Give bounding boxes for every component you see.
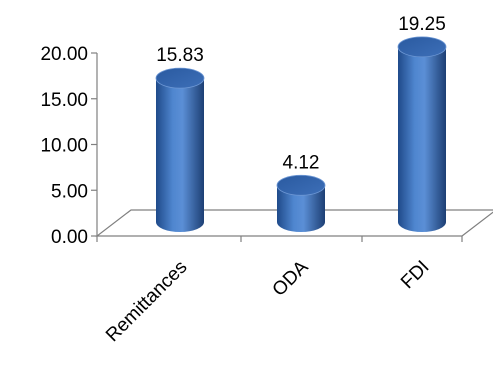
bar-body (398, 46, 446, 232)
bars (155, 36, 447, 232)
labels: 15.83 Remittances 4.12 ODA 19.25 FDI (102, 14, 446, 346)
y-tick-label: 5.00 (51, 181, 88, 202)
data-label: 15.83 (156, 45, 204, 66)
category-label: Remittances (102, 257, 192, 347)
y-tick-label: 15.00 (40, 90, 88, 111)
bar-top (397, 36, 447, 58)
bar-top (276, 174, 326, 196)
bar-body (277, 185, 325, 232)
data-label: 4.12 (283, 152, 320, 173)
data-label: 19.25 (398, 14, 446, 35)
bar-oda (276, 174, 326, 232)
y-tick-label: 0.00 (51, 227, 88, 248)
bar-top (155, 67, 205, 89)
bar-remittances (155, 67, 205, 232)
y-tick-label: 10.00 (40, 136, 88, 157)
bar-body (156, 78, 204, 232)
y-axis: 0.00 5.00 10.00 15.00 20.00 (40, 44, 463, 248)
category-label: ODA (269, 256, 313, 300)
category-label: FDI (397, 257, 433, 293)
bar-fdi (397, 36, 447, 232)
y-tick-label: 20.00 (40, 44, 88, 65)
